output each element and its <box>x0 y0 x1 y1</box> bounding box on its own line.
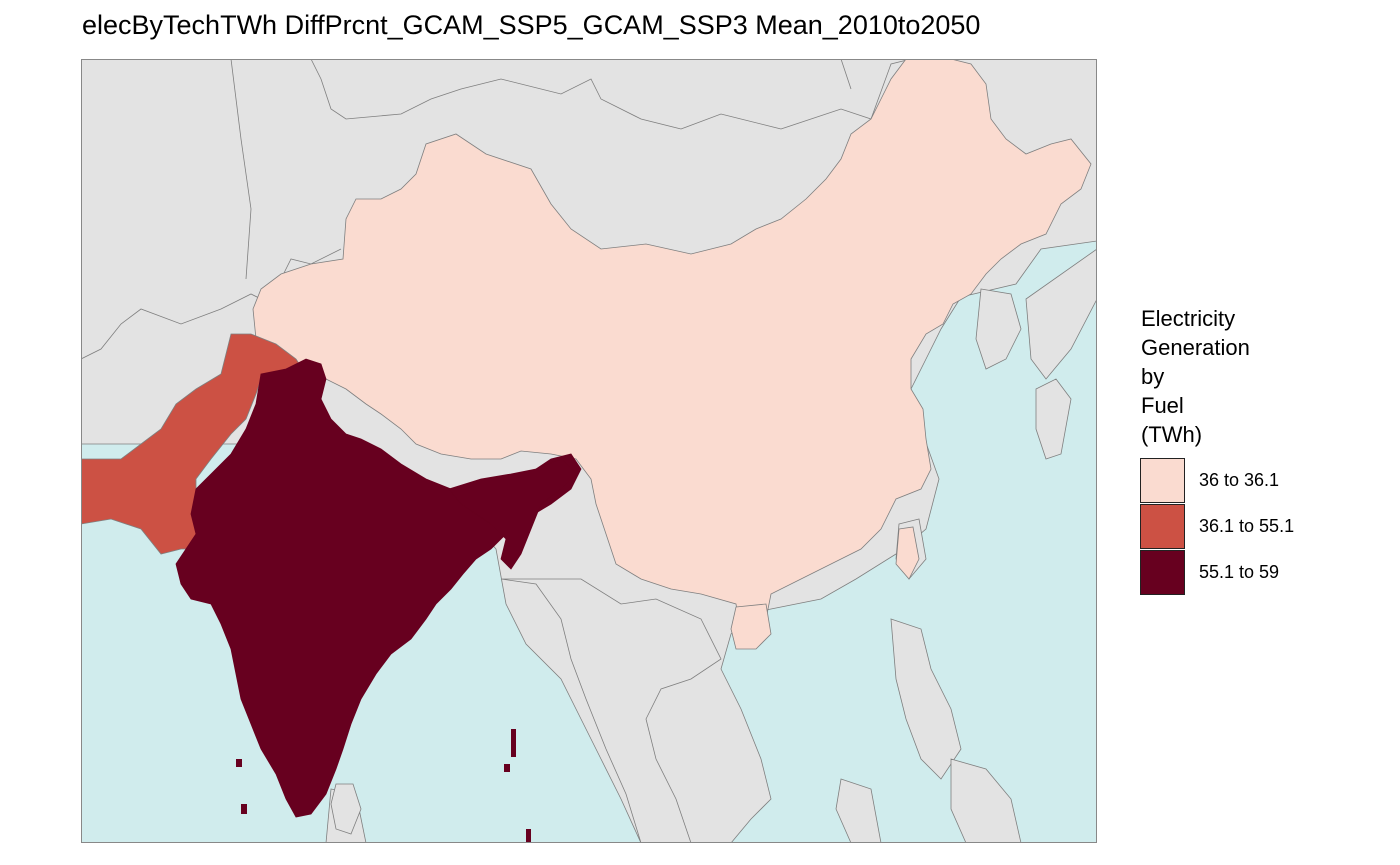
legend-item: 36 to 36.1 <box>1140 458 1380 504</box>
region-india <box>175 358 582 818</box>
map-canvas <box>81 59 1097 843</box>
land-no-data <box>1025 248 1097 380</box>
legend-title-line: Electricity <box>1141 306 1236 331</box>
legend-item: 55.1 to 59 <box>1140 550 1380 596</box>
legend-title-line: by <box>1141 364 1165 389</box>
land-no-data <box>330 783 362 835</box>
andaman-islands <box>511 729 516 757</box>
islet <box>504 764 510 772</box>
land-no-data <box>835 778 882 843</box>
land-no-data <box>1035 378 1072 460</box>
legend-swatch <box>1140 550 1185 595</box>
legend-swatch <box>1140 458 1185 503</box>
map-title: elecByTechTWh DiffPrcnt_GCAM_SSP5_GCAM_S… <box>82 10 981 40</box>
legend-title-line: Fuel <box>1141 393 1184 418</box>
legend-swatch <box>1140 504 1185 549</box>
islet <box>236 759 242 767</box>
nicobar-islands <box>526 829 531 843</box>
region-china-island <box>895 526 920 580</box>
legend-label: 55.1 to 59 <box>1199 562 1280 582</box>
region-china <box>252 59 1092 645</box>
islet <box>241 804 247 814</box>
legend: Electricity Generation by Fuel (TWh) 36 … <box>1140 304 1390 595</box>
legend-title: Electricity Generation by Fuel (TWh) <box>1141 304 1390 449</box>
land-no-data <box>500 578 722 843</box>
map-frame <box>81 59 1097 843</box>
region-india-northeast <box>448 458 577 570</box>
land-no-data <box>975 288 1022 370</box>
land-no-data <box>950 758 1022 843</box>
legend-title-line: (TWh) <box>1141 422 1203 447</box>
legend-label: 36.1 to 55.1 <box>1199 516 1295 536</box>
country-borders <box>81 59 912 360</box>
legend-title-line: Generation <box>1141 335 1250 360</box>
legend-item: 36.1 to 55.1 <box>1140 504 1380 550</box>
legend-label: 36 to 36.1 <box>1199 470 1280 490</box>
map-panel <box>81 59 1097 843</box>
region-pakistan <box>81 333 307 555</box>
region-china-hainan <box>730 603 772 650</box>
